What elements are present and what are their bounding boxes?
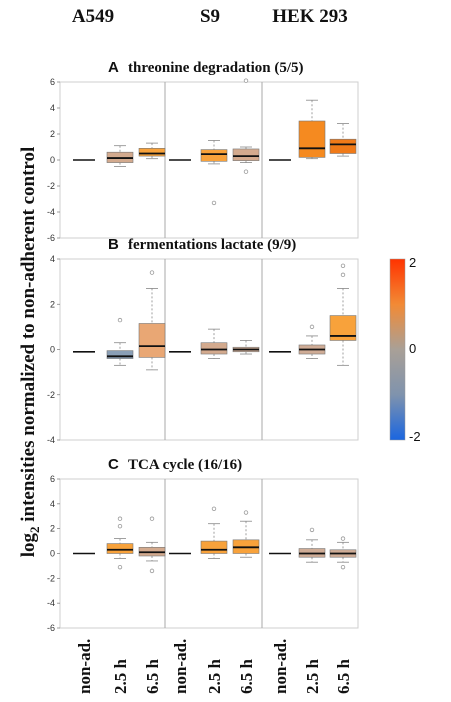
y-tick-label: 0 <box>50 155 55 165</box>
y-tick-label: -6 <box>47 623 55 633</box>
y-tick-label: -2 <box>47 390 55 400</box>
y-tick-label: 4 <box>50 103 55 113</box>
colorbar: 2 0 -2 <box>389 255 421 444</box>
colorbar-mid-label: 0 <box>409 341 416 356</box>
y-axis-label: log2 intensities normalized to non-adher… <box>18 147 42 558</box>
outlier-point <box>117 516 123 521</box>
panel-title: fermentations lactate (9/9) <box>128 237 296 253</box>
x-tick-label: 6.5 h <box>143 659 162 695</box>
outlier-point <box>309 527 315 533</box>
outlier-point <box>243 78 249 83</box>
colorbar-min-label: -2 <box>409 429 421 444</box>
outlier-point <box>149 516 155 521</box>
colorbar-gradient <box>389 258 406 441</box>
x-tick-label: 2.5 h <box>205 659 224 695</box>
y-axis-label-log: log <box>18 533 39 558</box>
header-hek293: HEK 293 <box>272 6 347 27</box>
x-tick-label: 6.5 h <box>237 659 256 695</box>
outlier-point <box>149 270 155 275</box>
header-a549: A549 <box>72 6 114 27</box>
y-tick-label: -6 <box>47 233 55 243</box>
y-tick-label: -2 <box>47 573 55 583</box>
box <box>200 342 228 355</box>
header-s9: S9 <box>200 6 220 27</box>
y-tick-label: 2 <box>50 524 55 534</box>
box <box>329 138 357 154</box>
box <box>106 543 134 554</box>
outlier-point <box>309 324 315 330</box>
y-axis-label-subscript: 2 <box>27 527 42 534</box>
box <box>232 148 260 161</box>
x-tick-label: 6.5 h <box>334 659 353 695</box>
y-tick-label: 0 <box>50 345 55 355</box>
outlier-point <box>340 263 346 268</box>
box <box>200 149 228 162</box>
y-tick-label: -4 <box>47 598 55 608</box>
colorbar-max-label: 2 <box>409 255 416 270</box>
box <box>138 148 166 157</box>
outlier-point <box>117 564 123 570</box>
panel-title: threonine degradation (5/5) <box>128 60 304 76</box>
y-tick-label: -2 <box>47 181 55 191</box>
x-tick-label: non-ad. <box>75 639 94 694</box>
panel-title: TCA cycle (16/16) <box>128 457 242 473</box>
y-tick-label: 2 <box>50 129 55 139</box>
outlier-point <box>211 200 217 206</box>
y-tick-label: 4 <box>50 499 55 509</box>
y-axis-label-rest: intensities normalized to non-adherent c… <box>18 147 39 527</box>
outlier-point <box>149 568 155 574</box>
y-tick-label: -4 <box>47 435 55 445</box>
panel-letter: C <box>108 456 119 473</box>
x-tick-label: non-ad. <box>171 639 190 694</box>
outlier-point <box>243 169 249 174</box>
y-tick-label: 2 <box>50 299 55 309</box>
outlier-point <box>117 523 123 529</box>
outlier-point <box>340 536 346 541</box>
outlier-point <box>340 272 346 278</box>
y-tick-label: 6 <box>50 474 55 484</box>
x-tick-label: non-ad. <box>271 639 290 694</box>
outlier-point <box>340 564 346 570</box>
panel-letter: A <box>108 59 119 76</box>
box <box>298 120 326 158</box>
outlier-point <box>117 317 123 323</box>
outlier-point <box>243 510 249 515</box>
x-tick-label: 2.5 h <box>303 659 322 695</box>
x-tick-label: 2.5 h <box>111 659 130 695</box>
panel-c: C TCA cycle (16/16) 6 4 2 0 -2 -4 -6 <box>47 456 359 633</box>
box <box>106 350 134 359</box>
y-tick-label: 4 <box>50 254 55 264</box>
box <box>200 540 228 554</box>
y-tick-label: -4 <box>47 207 55 217</box>
box <box>138 323 166 358</box>
x-axis-labels: non-ad. 2.5 h 6.5 h non-ad. 2.5 h 6.5 h non-ad… <box>75 639 353 694</box>
y-tick-label: 6 <box>50 77 55 87</box>
outlier-point <box>211 506 217 511</box>
y-tick-label: 0 <box>50 549 55 559</box>
panel-letter: B <box>108 236 119 253</box>
